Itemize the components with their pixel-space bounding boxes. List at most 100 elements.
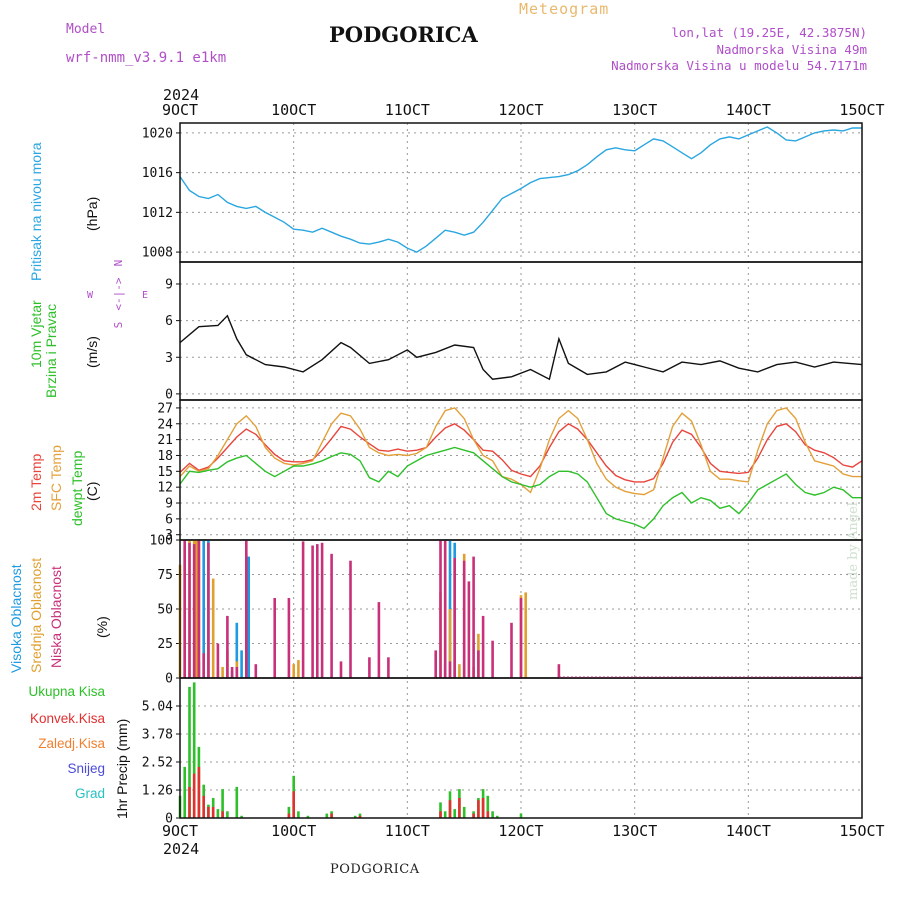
x-tick-label-top: 15OCT	[839, 101, 884, 119]
series-line	[179, 126, 862, 253]
data-bar	[202, 795, 205, 818]
data-bar	[316, 544, 319, 678]
data-bar	[519, 598, 523, 678]
data-bar	[524, 592, 527, 678]
data-bar	[287, 598, 291, 678]
data-bar	[486, 811, 490, 818]
year-label-bottom: 2024	[163, 840, 200, 858]
data-bar	[467, 581, 471, 678]
panel-frame	[179, 122, 863, 263]
data-bar	[192, 544, 196, 678]
y-tick-label: 3	[165, 528, 173, 543]
y-tick-label: 0	[165, 812, 173, 827]
data-bar	[491, 811, 494, 818]
series-line	[179, 446, 862, 530]
legend-total-rain: Ukupna Kisa	[28, 684, 105, 699]
x-tick-label-top: 12OCT	[498, 101, 543, 119]
x-tick-label-bottom: 10OCT	[271, 822, 316, 840]
data-bar	[311, 545, 314, 678]
data-bar	[462, 560, 466, 678]
data-bar	[448, 800, 452, 818]
data-bar	[443, 811, 447, 818]
data-bar	[240, 815, 243, 818]
data-bar	[557, 664, 561, 678]
data-bar	[453, 809, 456, 818]
y-tick-label: 2.52	[142, 756, 173, 771]
data-bar	[221, 811, 224, 818]
data-bar	[443, 540, 447, 678]
data-bar	[481, 615, 485, 678]
y-tick-label: 1008	[142, 246, 173, 261]
y-tick-label: 12	[157, 481, 173, 496]
panel-frame	[179, 261, 863, 401]
data-bar	[235, 786, 239, 818]
data-bar	[368, 657, 371, 678]
station-elevation: Nadmorska Visina 49m	[716, 42, 867, 57]
data-bar	[496, 815, 499, 818]
y-tick-label: 3.78	[142, 728, 173, 743]
data-bar	[458, 798, 461, 818]
model-version: wrf-nmm_v3.9.1 e1km	[66, 50, 227, 66]
x-tick-label-bottom: 12OCT	[498, 822, 543, 840]
x-tick-label-bottom: 9OCT	[162, 822, 198, 840]
data-bar	[192, 773, 196, 818]
data-bar	[472, 556, 475, 678]
y-tick-label: 75	[157, 568, 173, 583]
data-bar	[292, 664, 295, 678]
x-tick-label-bottom: 11OCT	[385, 822, 430, 840]
data-bar	[240, 650, 243, 678]
data-bar	[207, 806, 210, 818]
y-tick-label: 1012	[142, 206, 173, 221]
y-tick-label: 9	[165, 497, 173, 512]
year-label-top: 2024	[163, 86, 200, 104]
compass-arrows: <-|->	[112, 277, 125, 310]
data-bar	[207, 542, 210, 678]
data-bar	[273, 598, 276, 678]
x-tick-label-bottom: 13OCT	[612, 822, 657, 840]
data-bar	[448, 609, 452, 678]
compass-north: N	[112, 260, 125, 267]
data-bar	[434, 650, 437, 678]
y-tick-label: 25	[157, 637, 173, 652]
x-tick-label-top: 14OCT	[726, 101, 771, 119]
chart-subtitle: Meteogram	[519, 0, 610, 18]
data-bar	[377, 602, 381, 678]
data-bar	[349, 560, 352, 678]
legend-hail: Grad	[74, 786, 105, 801]
data-bar	[226, 615, 229, 678]
data-bar	[510, 622, 513, 678]
data-bar	[387, 657, 390, 678]
y-tick-label: 21	[157, 433, 173, 448]
x-tick-label-top: 9OCT	[162, 101, 198, 119]
series-line	[179, 314, 863, 381]
data-bar	[254, 664, 258, 678]
y-tick-label: 6	[165, 314, 173, 329]
y-tick-label: 9	[165, 277, 173, 292]
data-bar	[188, 786, 191, 818]
y-tick-label: 0	[165, 672, 173, 687]
model-label: Model	[66, 22, 106, 37]
data-bar	[216, 643, 220, 678]
data-bar	[297, 660, 300, 678]
x-tick-label-bottom: 14OCT	[726, 822, 771, 840]
data-bar	[339, 661, 343, 678]
data-bar	[358, 815, 362, 818]
data-bar	[448, 661, 452, 678]
data-bar	[235, 667, 239, 678]
data-bar	[202, 653, 205, 678]
data-bar	[235, 622, 239, 678]
y-tick-label: 5.04	[142, 700, 173, 715]
data-bar	[330, 813, 333, 818]
data-bar	[226, 811, 229, 818]
data-bar	[183, 766, 186, 818]
data-bar	[245, 540, 248, 678]
data-bar	[306, 815, 310, 818]
compass-east: E	[142, 290, 148, 301]
chart-title: PODGORICA	[329, 22, 478, 47]
data-bar	[221, 667, 224, 678]
y-tick-label: 1016	[142, 166, 173, 181]
data-bar	[519, 813, 523, 818]
data-bar	[301, 541, 305, 678]
data-bar	[439, 540, 442, 678]
